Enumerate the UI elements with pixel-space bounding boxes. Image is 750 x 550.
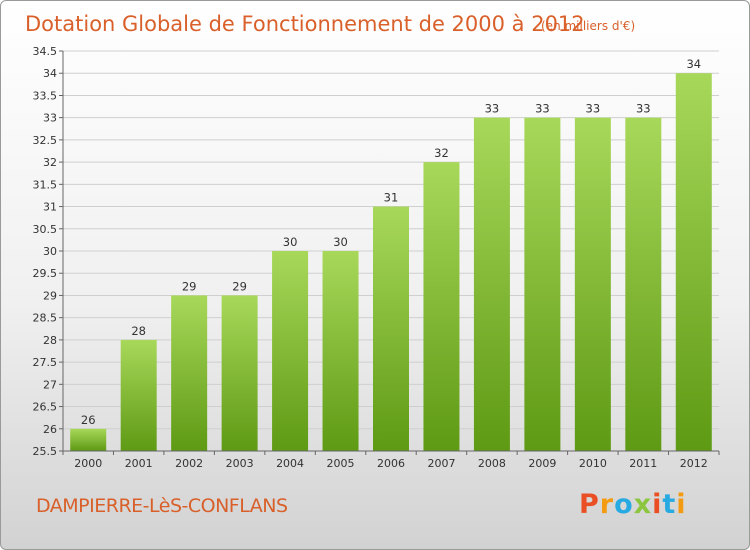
logo-letter: x	[633, 489, 653, 520]
axis-lines	[62, 51, 719, 452]
y-tick-label: 32	[43, 156, 57, 169]
x-tick-label: 2010	[579, 457, 607, 470]
value-label: 33	[636, 102, 651, 116]
bar-2011	[625, 117, 662, 452]
y-tick-label: 28.5	[33, 312, 58, 325]
chart-title: Dotation Globale de Fonctionnement de 20…	[25, 12, 585, 36]
y-tick-label: 33	[43, 112, 57, 125]
value-label: 30	[283, 235, 298, 249]
value-label: 33	[535, 102, 550, 116]
y-tick-label: 27.5	[33, 356, 58, 369]
y-tick-label: 27	[43, 378, 57, 391]
y-tick-label: 25.5	[33, 445, 58, 458]
bar-2005	[322, 251, 359, 451]
y-tick-label: 31.5	[33, 178, 58, 191]
value-label: 31	[384, 191, 399, 205]
x-tick-label: 2008	[478, 457, 506, 470]
commune-name: DAMPIERRE-LèS-CONFLANS	[36, 495, 288, 517]
x-axis: 2000 2001 2002 2003 2004 2005 2006 2007 2008 2009…	[62, 451, 720, 470]
bar-2000	[70, 428, 107, 451]
bar-2003	[221, 295, 258, 451]
value-label: 29	[232, 279, 247, 293]
value-label: 26	[81, 413, 96, 427]
x-tick-label: 2003	[226, 457, 254, 470]
logo-letter: P	[579, 489, 600, 520]
proxiti-logo: Proxiti	[579, 489, 687, 520]
x-tick-label: 2005	[327, 457, 355, 470]
bar-2002	[171, 295, 208, 451]
x-tick-label: 2002	[175, 457, 203, 470]
y-tick-label: 26.5	[33, 401, 58, 414]
y-tick-label: 29.5	[33, 267, 58, 280]
bars: 26 28 29 29 30 30 31 32 33 33 33 33 34	[70, 57, 712, 452]
x-tick-label: 2009	[528, 457, 556, 470]
y-tick-label: 34.5	[33, 45, 58, 58]
y-tick-label: 30.5	[33, 223, 58, 236]
x-tick-label: 2001	[125, 457, 153, 470]
x-tick-label: 2007	[427, 457, 455, 470]
y-tick-label: 26	[43, 423, 57, 436]
logo-letter: t	[662, 489, 677, 520]
bar-2010	[574, 117, 611, 452]
bar-2012	[675, 73, 712, 451]
y-tick-label: 32.5	[33, 134, 58, 147]
value-label: 28	[131, 324, 146, 338]
bar-2007	[423, 162, 460, 451]
x-tick-label: 2000	[74, 457, 102, 470]
value-label: 33	[485, 102, 500, 116]
x-tick-label: 2011	[629, 457, 657, 470]
bar-2008	[473, 117, 510, 452]
logo-letter: i	[652, 489, 663, 520]
x-tick-label: 2004	[276, 457, 304, 470]
y-tick-label: 29	[43, 289, 57, 302]
logo-letter: r	[599, 489, 615, 520]
value-label: 30	[333, 235, 348, 249]
logo-letter: o	[614, 489, 634, 520]
x-tick-label: 2006	[377, 457, 405, 470]
logo-letter: i	[676, 489, 687, 520]
y-tick-label: 34	[43, 67, 57, 80]
bar-2009	[524, 117, 561, 452]
x-tick-label: 2012	[680, 457, 708, 470]
y-tick-label: 30	[43, 245, 57, 258]
chart-subtitle: (en milliers d'€)	[541, 19, 635, 33]
value-label: 34	[686, 57, 701, 71]
y-tick-label: 31	[43, 201, 57, 214]
value-label: 33	[586, 102, 601, 116]
bar-2001	[120, 339, 157, 451]
y-tick-label: 28	[43, 334, 57, 347]
y-axis: 25.5 26 26.5 27 27.5 28 28.5 29 29.5 30 30.5 31 31.5…	[33, 45, 63, 458]
bar-2006	[373, 206, 409, 451]
value-label: 32	[434, 146, 449, 160]
value-label: 29	[182, 279, 197, 293]
y-tick-label: 33.5	[33, 89, 58, 102]
bar-2004	[272, 251, 309, 451]
